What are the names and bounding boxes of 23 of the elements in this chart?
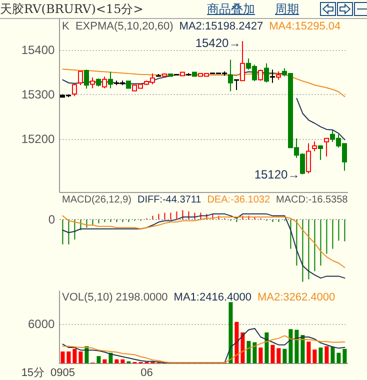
- text: 天胶RV(BRURV)<15分>: [0, 1, 144, 18]
- y-tick-label: 15300: [21, 87, 56, 102]
- y-tick-label: 15200: [21, 132, 56, 146]
- x-tick-label: 0905: [50, 366, 75, 379]
- x-tick-label: 06: [140, 366, 153, 379]
- x-axis-title: 15分: [21, 366, 45, 379]
- annotation: 15120→: [254, 167, 300, 182]
- text: 0: [48, 212, 56, 227]
- text: MA2:3262.4000: [257, 292, 336, 304]
- chart-title: K EXPMA(5,10,20,60): [62, 20, 174, 32]
- annotation: 15420→: [195, 36, 241, 50]
- y-tick-label: 15400: [21, 43, 56, 58]
- chart-title: MACD(26,12,9): [62, 194, 132, 206]
- text: 周期: [275, 1, 299, 18]
- text: 商品叠加: [207, 1, 255, 18]
- series-label: DEA:-36.1032: [207, 194, 270, 206]
- y-tick-label: 6000: [28, 316, 56, 331]
- text: MA1:2416.4000: [174, 292, 252, 304]
- series-label: DIFF:-44.3711: [137, 194, 202, 206]
- chart-title: VOL(5,10) 2198.0000: [62, 292, 168, 304]
- text: MACD:-16.5358: [276, 194, 348, 206]
- text: MA4:15295.04: [269, 20, 341, 32]
- text: MA2:15198.2427: [179, 20, 264, 32]
